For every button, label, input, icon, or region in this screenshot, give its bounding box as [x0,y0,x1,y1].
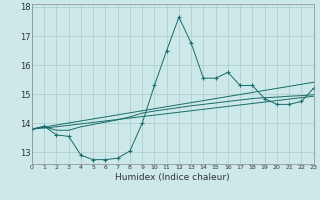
X-axis label: Humidex (Indice chaleur): Humidex (Indice chaleur) [116,173,230,182]
